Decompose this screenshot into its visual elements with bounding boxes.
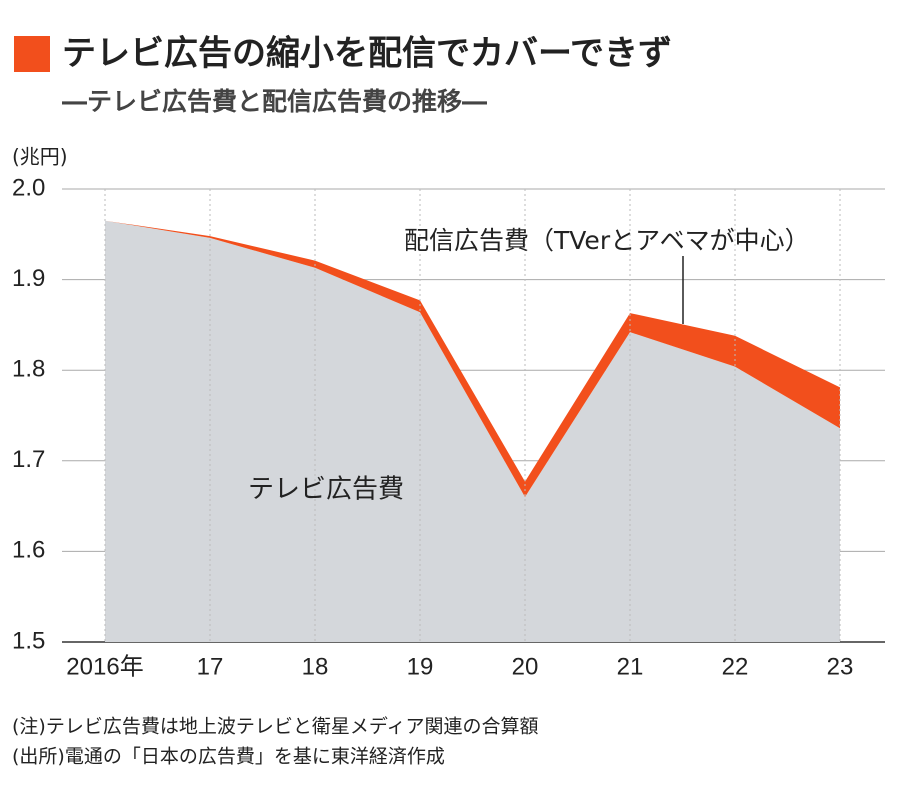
title-marker xyxy=(14,36,50,72)
x-tick-label: 22 xyxy=(722,653,749,680)
y-tick-label: 1.7 xyxy=(12,446,45,473)
note: (注)テレビ広告費は地上波テレビと衛星メディア関連の合算額 xyxy=(12,716,539,738)
y-tick-label: 1.8 xyxy=(12,356,45,383)
x-tick-label: 23 xyxy=(827,653,854,680)
x-tick-label: 17 xyxy=(197,653,224,680)
x-tick-label: 2016年 xyxy=(66,653,143,680)
y-tick-label: 1.6 xyxy=(12,537,45,564)
unit-label: (兆円) xyxy=(12,145,68,169)
x-tick-label: 18 xyxy=(302,653,329,680)
series-label: テレビ広告費 xyxy=(248,475,404,505)
series-label: 配信広告費（TVerとアベマが中心） xyxy=(404,226,810,255)
area xyxy=(105,220,840,642)
y-tick-label: 1.5 xyxy=(12,627,45,654)
y-tick-label: 2.0 xyxy=(12,174,45,201)
x-tick-label: 21 xyxy=(617,653,644,680)
chart-subtitle: ―テレビ広告費と配信広告費の推移― xyxy=(62,87,487,116)
note: (出所)電通の「日本の広告費」を基に東洋経済作成 xyxy=(12,746,445,768)
chart-title: テレビ広告の縮小を配信でカバーできず xyxy=(62,34,672,74)
x-tick-label: 19 xyxy=(407,653,434,680)
y-tick-label: 1.9 xyxy=(12,265,45,292)
x-tick-label: 20 xyxy=(512,653,539,680)
